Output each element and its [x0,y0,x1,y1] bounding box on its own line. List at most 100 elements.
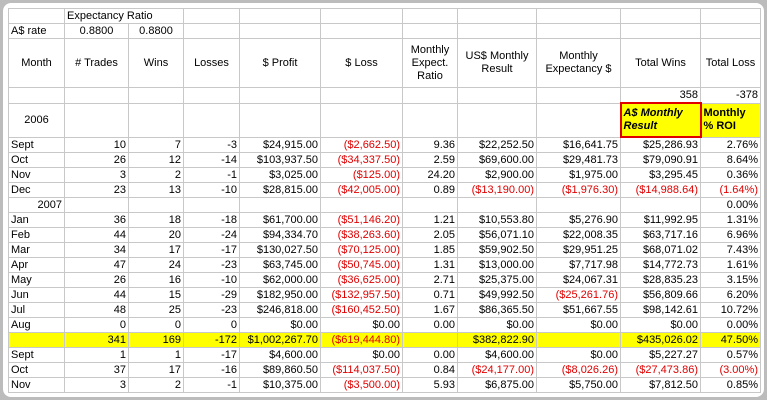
cell: 1.67 [402,302,458,318]
cell: $5,276.90 [536,212,621,228]
cell: 0.85% [700,377,761,393]
cell: $7,717.98 [536,257,621,273]
cell: 2006 [8,102,65,138]
cell: 44 [64,287,129,303]
cell: ($34,337.50) [320,152,403,168]
cell: Total Loss [700,38,761,88]
empty-cell [239,87,321,104]
cell: Losses [183,38,240,88]
empty-cell [320,102,403,138]
data-row: Jan 36 18 -18 $61,700.00 ($51,146.20) 1.21 $10,… [8,212,761,228]
empty-cell [183,197,240,213]
spreadsheet-window: Expectancy Ratio A$ rate 0.8800 0.8800 Month… [3,3,764,397]
cell: Nov [8,377,65,393]
cell: Expectancy Ratio [64,8,184,24]
cell: 17 [128,242,184,258]
empty-cell [457,102,537,138]
cell: $0.00 [620,317,701,333]
cell: # Trades [64,38,129,88]
empty-cell [64,87,129,104]
cell: $1,002,267.70 [239,332,321,348]
cell: 36 [64,212,129,228]
empty-cell [536,23,621,39]
cell: -17 [183,347,240,363]
cell: 1.21 [402,212,458,228]
empty-cell [620,23,701,39]
cell: $29,481.73 [536,152,621,168]
empty-cell [402,87,458,104]
totals-row: 341 169 -172 $1,002,267.70 ($619,444.80) $382… [8,332,761,348]
empty-cell [620,8,701,24]
cell: -17 [183,242,240,258]
cell: ($51,146.20) [320,212,403,228]
cell: $22,008.35 [536,227,621,243]
cell: 0.00% [700,317,761,333]
cell: 0.00 [402,347,458,363]
cell: Mar [8,242,65,258]
cell: 8.64% [700,152,761,168]
cell: $0.00 [320,317,403,333]
cell: 3.15% [700,272,761,288]
cell: 7 [128,136,184,153]
cell: $28,815.00 [239,182,321,198]
cell: 10 [64,136,129,153]
empty-cell [128,87,184,104]
cell: $1,975.00 [536,167,621,183]
cell: 24.20 [402,167,458,183]
empty-cell [239,23,321,39]
empty-cell [239,102,321,138]
cell: 0.89 [402,182,458,198]
year-row: 2007 0.00% [8,197,761,213]
totals-top-row: 358 -378 [8,87,761,104]
cell: 0.00% [700,197,761,213]
empty-cell [239,197,321,213]
cell: $24,067.31 [536,272,621,288]
cell: $2,900.00 [457,167,537,183]
cell: ($3,500.00) [320,377,403,393]
cell: $10,553.80 [457,212,537,228]
data-row: Nov 3 2 -1 $3,025.00 ($125.00) 24.20 $2,900.00 $… [8,167,761,183]
cell: 2.71 [402,272,458,288]
cell: $0.00 [536,317,621,333]
cell: ($619,444.80) [320,332,403,348]
empty-cell [64,197,129,213]
empty-cell [183,102,240,138]
cell: ($24,177.00) [457,362,537,378]
empty-cell [183,8,240,24]
cell: Monthly % ROI [700,102,761,138]
empty-cell [700,23,761,39]
cell: 9.36 [402,136,458,153]
cell: $94,334.70 [239,227,321,243]
cell: $63,745.00 [239,257,321,273]
empty-cell [402,8,458,24]
cell: -378 [700,87,761,104]
cell: $14,772.73 [620,257,701,273]
cell: A$ Monthly Result [619,102,702,138]
cell: $5,750.00 [536,377,621,393]
cell: Jan [8,212,65,228]
cell: -172 [183,332,240,348]
data-row: May 26 16 -10 $62,000.00 ($36,625.00) 2.71 $25,… [8,272,761,288]
cell: 24 [128,257,184,273]
cell: 47 [64,257,129,273]
data-row: Sept 10 7 -3 $24,915.00 ($2,662.50) 9.36 $22,25… [8,136,761,153]
cell: 47.50% [700,332,761,348]
cell: $5,227.27 [620,347,701,363]
spreadsheet: Expectancy Ratio A$ rate 0.8800 0.8800 Month… [8,8,761,393]
empty-cell [402,197,458,213]
cell: $3,025.00 [239,167,321,183]
cell: 3 [64,377,129,393]
cell: ($14,988.64) [620,182,701,198]
cell: 6.96% [700,227,761,243]
cell: 1 [64,347,129,363]
cell: $0.00 [320,347,403,363]
cell: 0.8800 [64,23,129,39]
empty-cell [536,8,621,24]
cell: US$ Monthly Result [457,38,537,88]
cell: 0.00 [402,317,458,333]
cell: 25 [128,302,184,318]
cell: 7.43% [700,242,761,258]
cell: $63,717.16 [620,227,701,243]
cell: ($1,976.30) [536,182,621,198]
